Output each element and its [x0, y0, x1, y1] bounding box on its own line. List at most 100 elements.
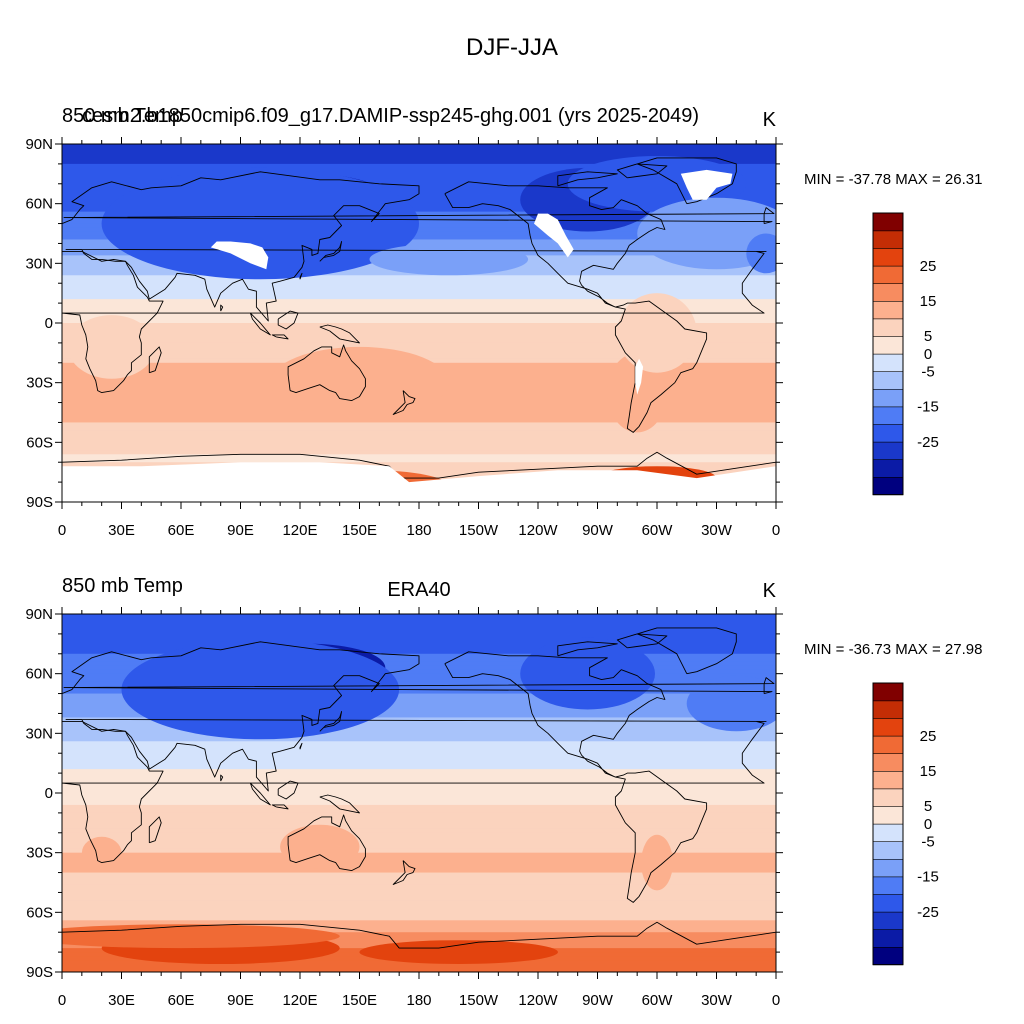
- temperature-anomaly-region: [270, 346, 449, 419]
- y-tick-label: 60N: [25, 666, 53, 683]
- temperature-band: [62, 219, 776, 225]
- colorbar-segment: [872, 770, 904, 790]
- temperature-band: [62, 916, 776, 921]
- y-tick-label: 30N: [25, 725, 53, 742]
- temperature-band: [62, 721, 776, 726]
- coastlines-top: [62, 157, 776, 479]
- temperature-band: [62, 793, 776, 798]
- coastline: [319, 794, 360, 814]
- coastline: [62, 641, 420, 792]
- x-tick-label: 90W: [582, 522, 614, 539]
- coastline: [63, 677, 775, 695]
- units-label: K: [763, 580, 777, 602]
- temperature-band: [62, 307, 776, 312]
- x-tick-label: 150W: [459, 992, 499, 1009]
- temperature-band: [62, 235, 776, 241]
- colorbar-segment: [872, 476, 904, 496]
- coastline: [62, 718, 767, 864]
- temperature-band: [62, 800, 776, 806]
- temperature-band: [62, 840, 776, 846]
- temperature-band: [62, 625, 776, 631]
- temperature-band: [62, 701, 776, 707]
- x-tick-label: 30W: [701, 992, 733, 1009]
- temperature-band: [62, 665, 776, 671]
- colorbar-label: -15: [917, 869, 939, 886]
- coastline: [392, 390, 416, 415]
- temperature-band: [62, 964, 776, 969]
- temperature-band: [62, 685, 776, 691]
- colorbar-segment: [872, 753, 904, 772]
- temperature-band: [62, 765, 776, 770]
- x-tick-label: 120W: [518, 522, 558, 539]
- temperature-band: [62, 346, 776, 352]
- temperature-band: [62, 291, 776, 296]
- colorbar-label: -25: [917, 434, 939, 451]
- temperature-band: [62, 729, 776, 734]
- colorbar-label: -15: [917, 399, 939, 416]
- temperature-band: [62, 454, 776, 459]
- coastline: [299, 742, 303, 750]
- y-tick-label: 90N: [25, 136, 53, 153]
- temperature-band: [62, 888, 776, 894]
- temperature-band: [62, 828, 776, 834]
- coastline: [277, 780, 299, 800]
- colorbar-segment: [872, 805, 904, 825]
- temperature-band: [62, 434, 776, 439]
- coastline: [249, 782, 271, 806]
- temperature-band: [62, 693, 776, 699]
- temperature-band: [62, 319, 776, 324]
- temperature-band: [62, 207, 776, 213]
- temperature-band: [62, 725, 776, 730]
- temperature-band: [62, 422, 776, 428]
- min-max-stats: MIN = -36.73 MAX = 27.98: [804, 641, 982, 658]
- temperature-band: [62, 649, 776, 655]
- temperature-band: [62, 920, 776, 925]
- temperature-band: [62, 717, 776, 722]
- x-tick-label: 0: [772, 992, 780, 1009]
- temperature-band: [62, 167, 776, 173]
- axis-ticks-top: 0 30E 60E 90E 120E 150E 180 150W 120W 90W 60W 30W 09…: [25, 136, 783, 539]
- temperature-band: [62, 737, 776, 742]
- coastline: [287, 344, 366, 402]
- temperature-band: [62, 326, 776, 332]
- temperature-band: [62, 470, 776, 475]
- panel-title-left: 850 mb Temp: [62, 575, 183, 597]
- temperature-band: [62, 323, 776, 328]
- y-tick-label: 60N: [25, 196, 53, 213]
- x-tick-label: 150E: [342, 522, 377, 539]
- coastline: [220, 774, 224, 782]
- colorbar-segment: [872, 929, 904, 948]
- colorbar-label: 5: [924, 328, 932, 345]
- colorbar-segment: [872, 388, 904, 408]
- temperature-band: [62, 179, 776, 185]
- x-tick-label: 120W: [518, 992, 558, 1009]
- temperature-band: [62, 741, 776, 746]
- colorbar-label: 25: [920, 258, 937, 275]
- colorbar-label: -5: [921, 833, 934, 850]
- temperature-band: [62, 462, 776, 467]
- temperature-anomaly-region: [520, 637, 655, 710]
- x-tick-label: 0: [58, 522, 66, 539]
- units-label: K: [763, 109, 777, 131]
- colorbar-frame: [872, 682, 904, 966]
- coastline: [277, 310, 299, 330]
- temperature-band: [62, 342, 776, 348]
- temperature-band: [62, 641, 776, 647]
- temperature-band: [62, 418, 776, 424]
- coastline: [557, 171, 618, 187]
- temperature-band: [62, 151, 776, 157]
- temperature-band: [62, 442, 776, 447]
- coastline: [62, 171, 420, 322]
- colorbar-segment: [872, 353, 904, 372]
- temperature-band: [62, 629, 776, 635]
- temperature-band: [62, 836, 776, 842]
- temperature-band: [62, 227, 776, 233]
- x-tick-label: 60E: [168, 522, 195, 539]
- temperature-band: [62, 761, 776, 766]
- coastline: [148, 816, 162, 844]
- y-tick-label: 90S: [26, 494, 53, 511]
- temperature-band: [62, 426, 776, 431]
- temperature-band: [62, 633, 776, 639]
- temperature-band: [62, 876, 776, 882]
